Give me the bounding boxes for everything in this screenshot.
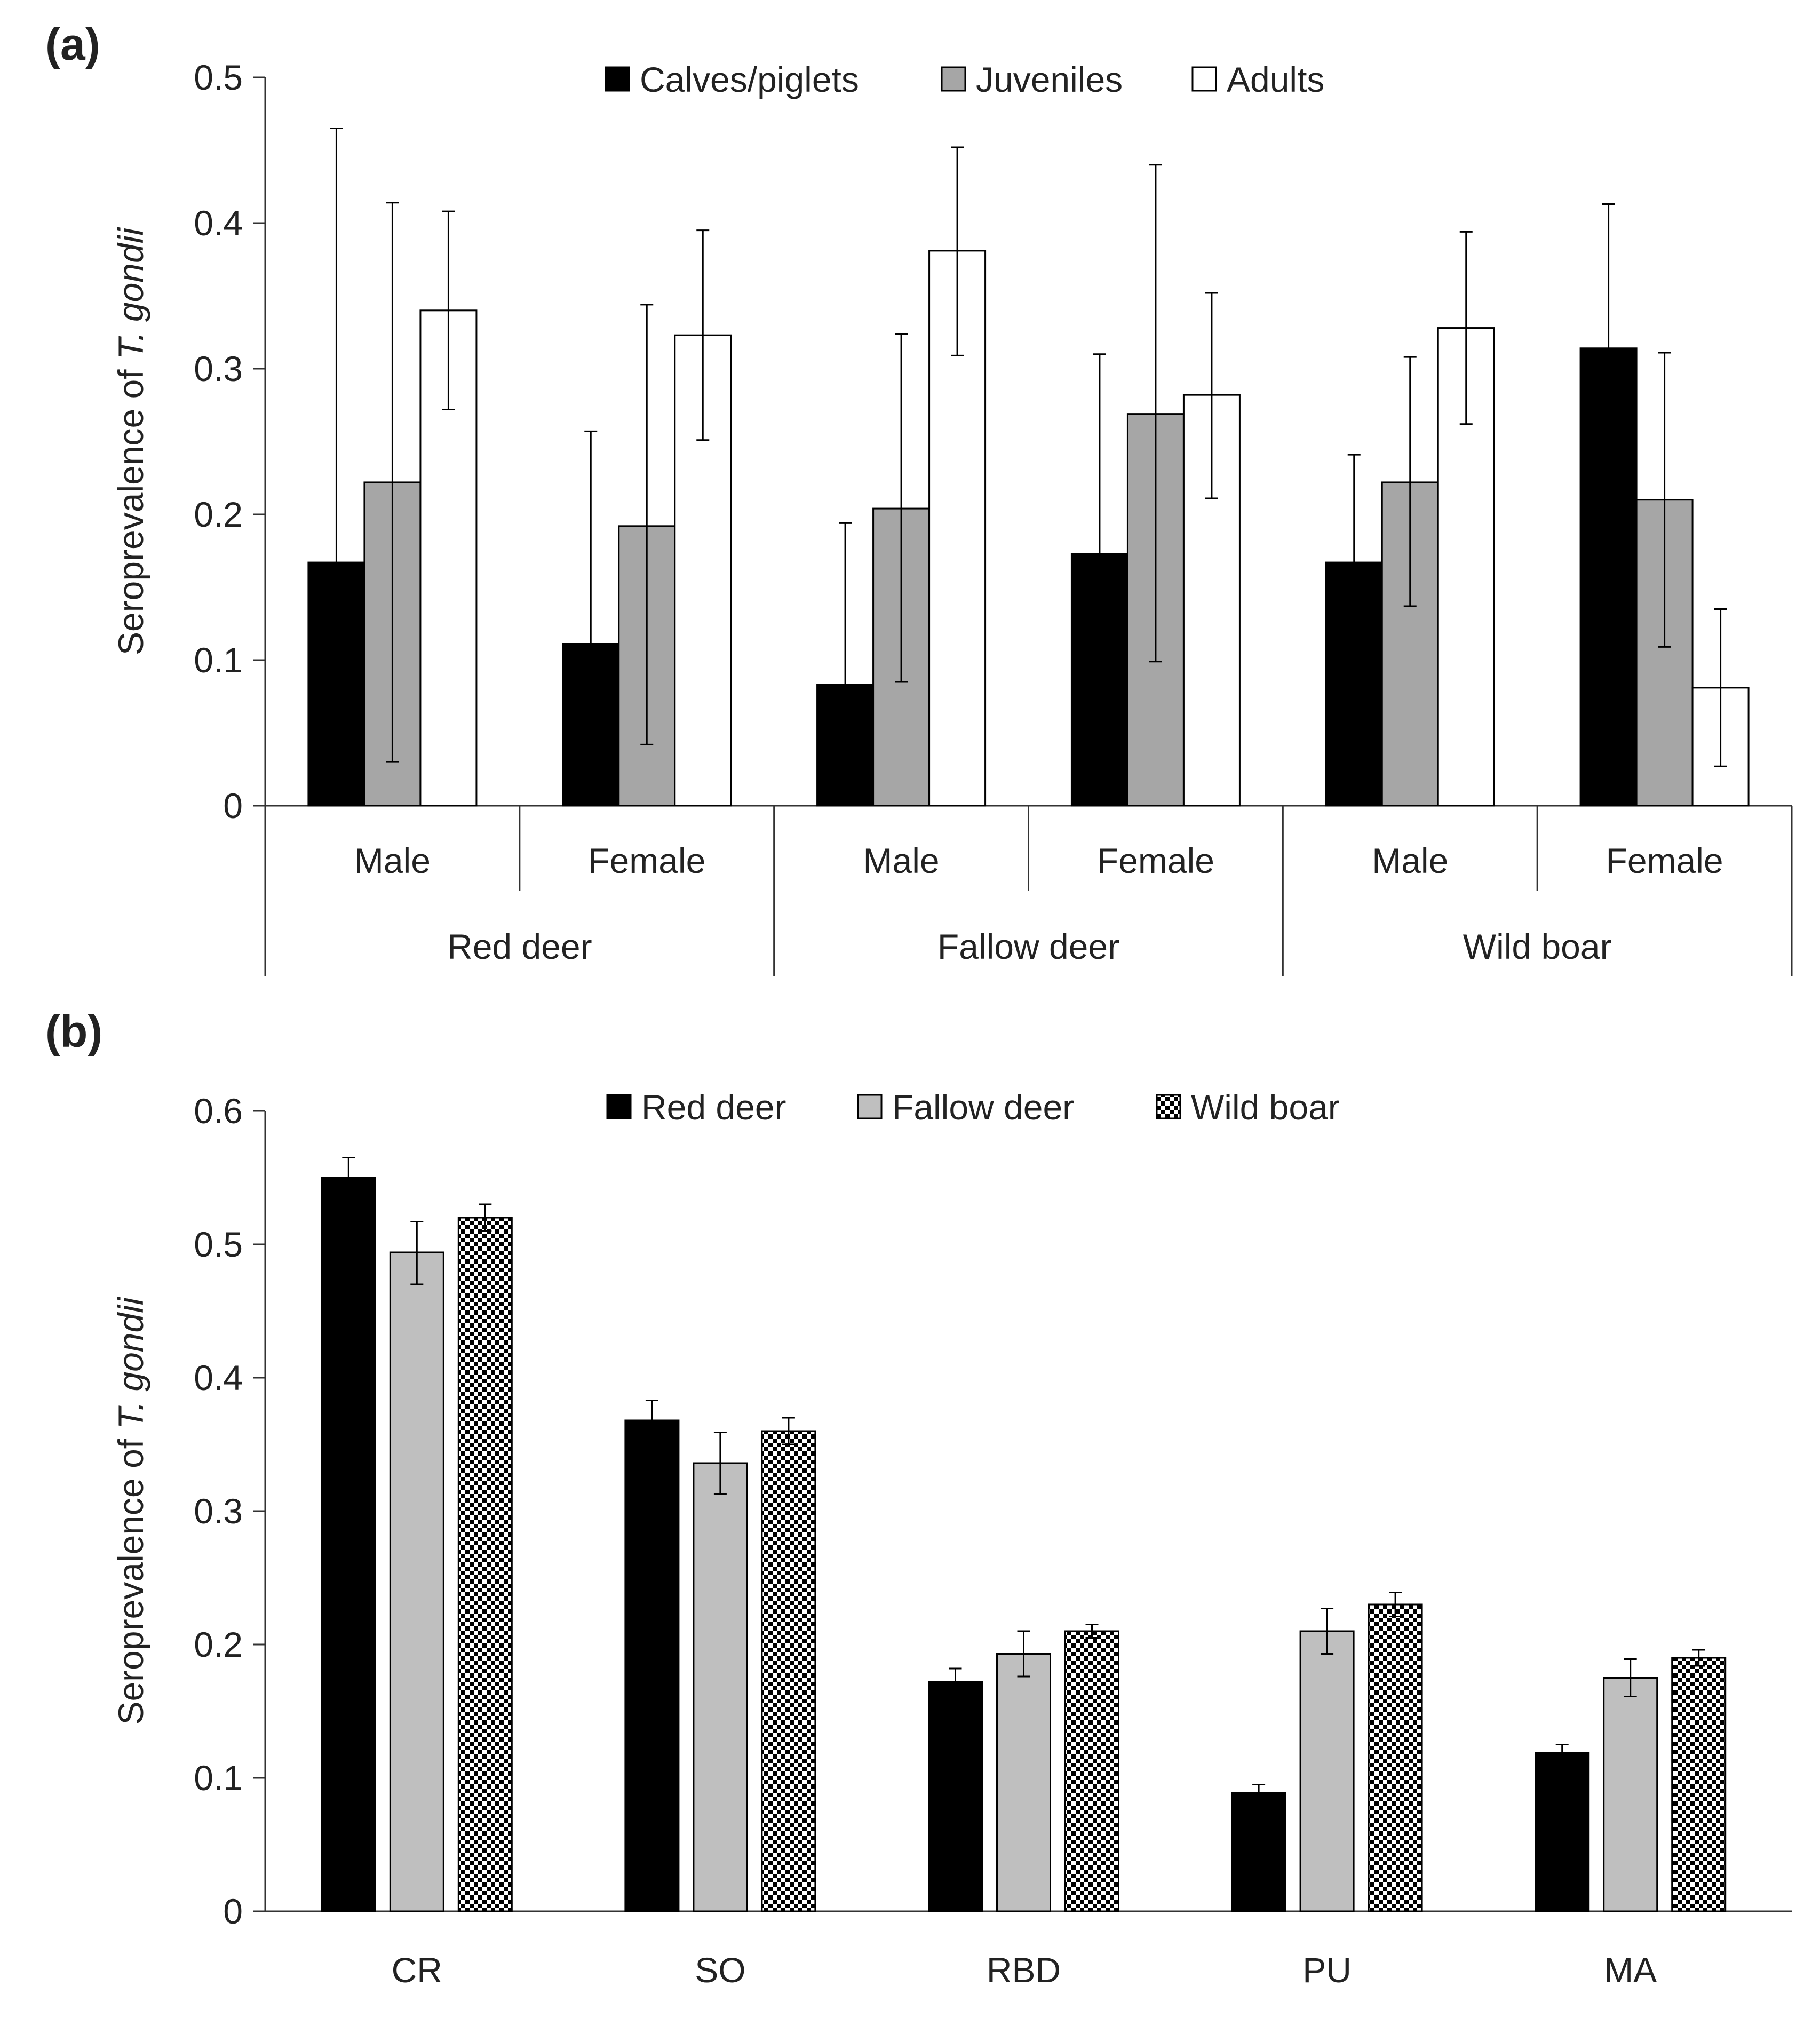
panel-label: (a) <box>45 19 100 69</box>
bar <box>1231 1792 1286 1912</box>
legend-swatch <box>941 66 966 92</box>
bar <box>693 1462 748 1912</box>
y-tick-label: 0.1 <box>194 640 243 680</box>
x-subgroup-label: Female <box>588 841 705 880</box>
bar <box>928 1681 983 1912</box>
legend-label: Fallow deer <box>892 1087 1074 1127</box>
y-axis-title-text: Seroprevalence of <box>111 360 150 655</box>
y-tick-label: 0 <box>223 1892 243 1931</box>
bar <box>1603 1677 1658 1912</box>
panel-label: (b) <box>45 1006 102 1056</box>
legend-swatch <box>857 1094 883 1119</box>
y-tick-label: 0.3 <box>194 1491 243 1531</box>
y-tick-label: 0.2 <box>194 495 243 534</box>
y-tick-label: 0.6 <box>194 1091 243 1131</box>
bar <box>1368 1603 1423 1912</box>
x-subgroup-label: Female <box>1606 841 1723 880</box>
y-tick-label: 0.3 <box>194 349 243 388</box>
chart-panel-b: (b) 0 0.1 0.2 0.3 0.4 0.5 0.6 Seroprevalence of … <box>45 1006 1792 1931</box>
legend-swatch <box>605 66 630 92</box>
x-group-label: Red deer <box>447 927 592 966</box>
legend-swatch <box>1191 66 1217 92</box>
bar <box>1671 1657 1727 1912</box>
legend-label: Wild boar <box>1191 1087 1340 1127</box>
x-tick-label: RBD <box>987 1950 1061 1990</box>
legend-label: Juveniles <box>976 60 1123 99</box>
y-tick-label: 0.5 <box>194 1225 243 1264</box>
y-axis-title-italic: T. gondii <box>111 227 150 360</box>
chart-root: (a) 0 0.1 0.2 0.3 0.4 0.5 Seroprevalence of T. … <box>45 19 1793 1990</box>
y-tick-label: 0.5 <box>194 58 243 97</box>
x-subgroup-label: Male <box>863 841 940 880</box>
x-tick-label: MA <box>1604 1950 1657 1990</box>
x-tick-label: CR <box>392 1950 442 1990</box>
legend-label: Red deer <box>641 1087 786 1127</box>
bar <box>624 1419 680 1912</box>
y-axis-title: Seroprevalence of T. gondii <box>111 227 150 655</box>
bar <box>321 1177 376 1912</box>
bar <box>761 1430 816 1912</box>
y-tick-label: 0.2 <box>194 1625 243 1664</box>
bar <box>389 1251 444 1912</box>
x-subgroup-label: Male <box>354 841 431 880</box>
y-tick-label: 0.1 <box>194 1758 243 1798</box>
bar <box>1064 1630 1119 1912</box>
bar <box>996 1653 1051 1912</box>
legend-label: Calves/piglets <box>640 60 859 99</box>
x-tick-label: PU <box>1302 1950 1352 1990</box>
y-axis-title-text: Seroprevalence of <box>111 1429 150 1725</box>
y-axis-title-italic: T. gondii <box>111 1296 150 1429</box>
y-tick-label: 0 <box>223 786 243 825</box>
y-tick-label: 0.4 <box>194 1358 243 1397</box>
y-tick-label: 0.4 <box>194 203 243 243</box>
x-tick-label: SO <box>695 1950 745 1990</box>
x-group-label: Fallow deer <box>937 927 1119 966</box>
bar <box>457 1217 513 1912</box>
x-subgroup-label: Female <box>1097 841 1214 880</box>
x-subgroup-label: Male <box>1372 841 1448 880</box>
bar <box>1535 1752 1590 1912</box>
chart-panel-a: (a) 0 0.1 0.2 0.3 0.4 0.5 Seroprevalence of T. … <box>45 19 1792 825</box>
y-axis-title: Seroprevalence of T. gondii <box>111 1296 150 1725</box>
legend-swatch <box>1156 1094 1181 1119</box>
legend-swatch <box>606 1094 632 1119</box>
x-group-label: Wild boar <box>1463 927 1612 966</box>
legend-label: Adults <box>1227 60 1324 99</box>
bar <box>1299 1630 1355 1912</box>
